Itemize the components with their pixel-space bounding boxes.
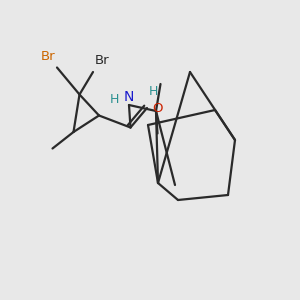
- Text: H: H: [148, 85, 158, 98]
- Text: O: O: [152, 101, 163, 115]
- Text: H: H: [110, 92, 119, 106]
- Text: Br: Br: [94, 55, 109, 68]
- Text: N: N: [124, 89, 134, 103]
- Text: Br: Br: [41, 50, 56, 63]
